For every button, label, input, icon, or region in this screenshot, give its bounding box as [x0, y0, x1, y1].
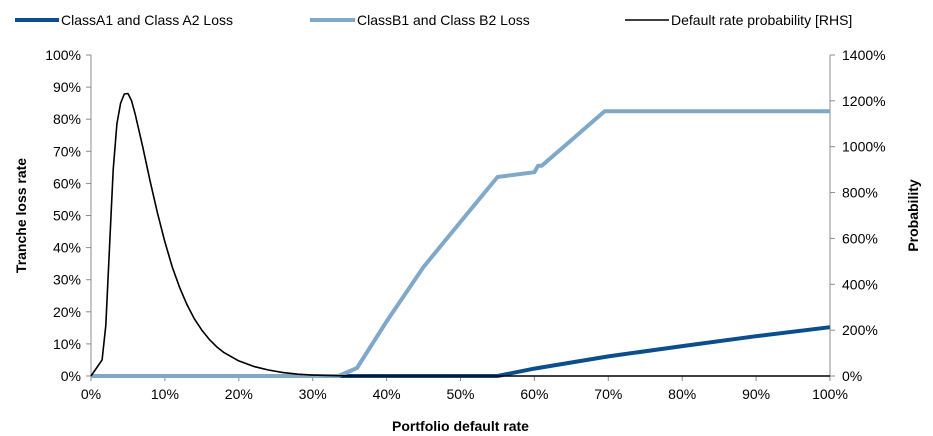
y-tick-label: 100% [45, 47, 81, 63]
x-tick-label: 60% [520, 386, 548, 402]
legend-label: ClassB1 and Class B2 Loss [357, 12, 530, 28]
legend: ClassA1 and Class A2 Loss ClassB1 and Cla… [15, 12, 852, 28]
y-tick-label: 10% [53, 336, 81, 352]
x-tick-label: 50% [446, 386, 474, 402]
y-tick-label: 90% [53, 79, 81, 95]
x-tick-label: 30% [299, 386, 327, 402]
x-tick-label: 80% [668, 386, 696, 402]
y-tick-label: 50% [53, 208, 81, 224]
y2-tick-label: 400% [842, 276, 878, 292]
y-tick-label: 80% [53, 111, 81, 127]
x-tick-label: 0% [81, 386, 101, 402]
y2-tick-label: 800% [842, 185, 878, 201]
x-tick-label: 70% [594, 386, 622, 402]
y2-tick-label: 200% [842, 322, 878, 338]
legend-label: ClassA1 and Class A2 Loss [61, 12, 233, 28]
y-tick-label: 70% [53, 143, 81, 159]
series-line-classa1-and-class-a2-loss [91, 325, 831, 378]
y-tick-label: 60% [53, 175, 81, 191]
y2-tick-label: 1400% [842, 47, 886, 63]
series-line-default-rate-probability-rhs [90, 92, 830, 377]
y2-tick-label: 600% [842, 230, 878, 246]
x-tick-label: 90% [742, 386, 770, 402]
y-axis-title: Tranche loss rate [13, 158, 29, 273]
x-tick-label: 20% [225, 386, 253, 402]
y-tick-label: 40% [53, 240, 81, 256]
axes: 0% 10% 20% 30% 40% 50% 60% 70% 80% 90% 100% 0% 10% 20… [45, 47, 885, 402]
x-tick-label: 10% [151, 386, 179, 402]
x-axis-title: Portfolio default rate [392, 418, 529, 434]
y2-tick-label: 0% [842, 368, 862, 384]
y2-tick-label: 1200% [842, 93, 886, 109]
y-tick-label: 30% [53, 272, 81, 288]
y-tick-label: 20% [53, 304, 81, 320]
legend-label: Default rate probability [RHS] [671, 12, 852, 28]
x-tick-label: 100% [812, 386, 848, 402]
y2-tick-label: 1000% [842, 139, 886, 155]
y2-axis-title: Probability [905, 179, 921, 252]
x-tick-label: 40% [373, 386, 401, 402]
series-layer [90, 92, 831, 378]
series-line-classb1-and-class-b2-loss [91, 109, 830, 378]
y-tick-label: 0% [61, 368, 81, 384]
